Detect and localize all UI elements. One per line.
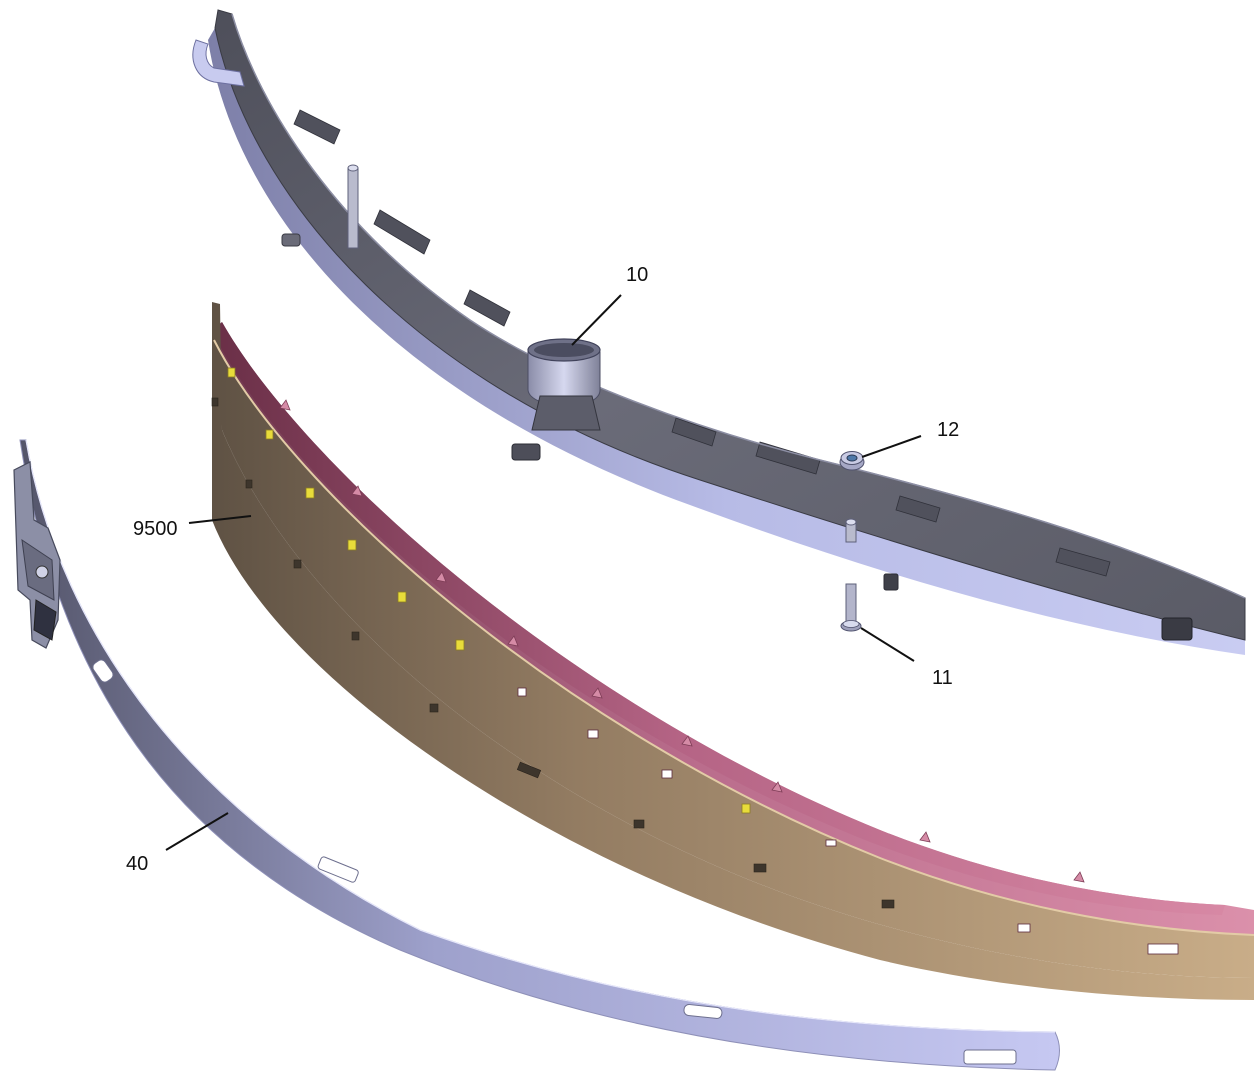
vent-cylinder <box>527 338 601 431</box>
callout-9500: 9500 <box>133 515 252 540</box>
callout-10: 10 <box>571 264 648 346</box>
bracket-detail <box>13 461 61 649</box>
callout-label-9500: 9500 <box>133 518 178 540</box>
callout-11: 11 <box>860 627 953 689</box>
nut-part-12 <box>839 451 865 471</box>
callout-label-11: 11 <box>932 667 953 689</box>
bolt-part-11 <box>840 583 862 632</box>
callout-12: 12 <box>861 419 959 458</box>
callout-40: 40 <box>126 812 229 875</box>
callout-label-12: 12 <box>937 419 959 441</box>
strip-part-40 <box>13 439 1060 1071</box>
callout-label-40: 40 <box>126 853 148 875</box>
callout-label-10: 10 <box>626 264 648 286</box>
housing-part-10 <box>192 9 1246 655</box>
blade-part-9500 <box>211 302 1254 1000</box>
